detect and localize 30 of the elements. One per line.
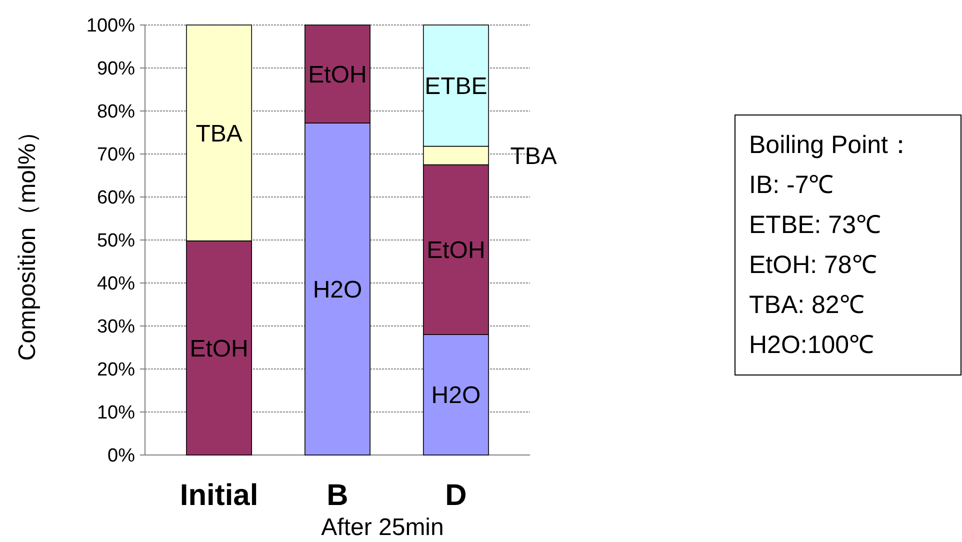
x-tick-label: Initial bbox=[180, 479, 258, 512]
y-tick-label: 50% bbox=[96, 230, 136, 252]
x-axis-title: After 25min bbox=[321, 514, 444, 541]
series-label: ETBE bbox=[424, 73, 488, 100]
series-label: H2O bbox=[312, 276, 362, 304]
text: TBA: 82℃ bbox=[749, 291, 864, 319]
y-tick-label: 40% bbox=[96, 274, 136, 295]
y-tick-label: 70% bbox=[96, 144, 136, 166]
text: TBA bbox=[510, 142, 557, 170]
y-tick-label: 30% bbox=[96, 316, 136, 338]
text: H2O:100℃ bbox=[749, 331, 874, 359]
text: H2O bbox=[431, 382, 481, 410]
text: EtOH bbox=[426, 237, 486, 264]
text: IB: -7℃ bbox=[749, 171, 834, 199]
text: EtOH: 78℃ bbox=[749, 251, 877, 279]
y-tick-label: 100% bbox=[86, 16, 136, 37]
y-tick-label: 10% bbox=[96, 402, 136, 424]
y-tick-label: 20% bbox=[96, 360, 136, 381]
y-tick-label: 0% bbox=[108, 446, 136, 467]
text: ETBE: 73℃ bbox=[749, 211, 881, 239]
x-tick-label: B bbox=[326, 479, 348, 512]
y-tick-label: 90% bbox=[96, 58, 136, 80]
y-axis-title: Composition（mol%） bbox=[14, 119, 41, 361]
text: EtOH bbox=[190, 335, 248, 362]
y-tick-label: 60% bbox=[96, 188, 136, 209]
series-label: TBA bbox=[196, 120, 242, 148]
y-tick-label: 80% bbox=[96, 102, 136, 123]
x-tick-label: D bbox=[445, 479, 467, 512]
text: Boiling Point： bbox=[749, 131, 913, 159]
series-label: EtOH bbox=[308, 61, 367, 88]
